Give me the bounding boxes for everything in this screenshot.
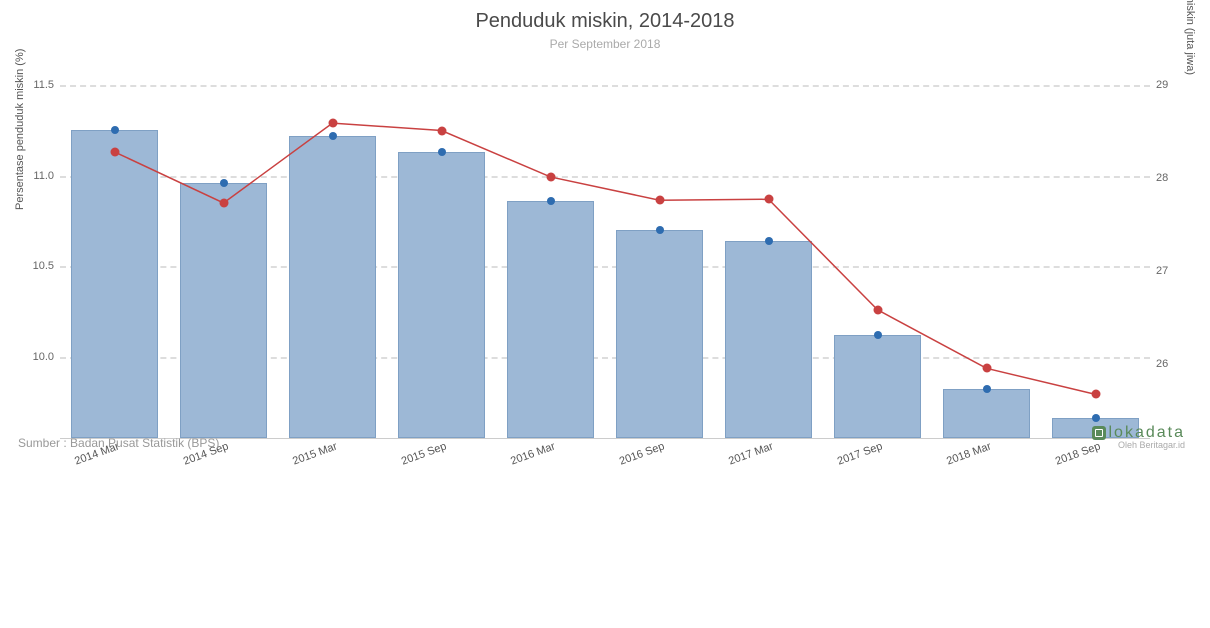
xtick-label: 2018 Mar xyxy=(945,440,993,467)
ytick-left: 11.0 xyxy=(22,170,54,182)
red-dot xyxy=(1091,390,1100,399)
plot-area: 10.010.511.011.5262728292014 Mar2014 Sep… xyxy=(60,85,1150,438)
y-axis-right-label: Jumlah penduduk miskin (juta jiwa) xyxy=(1184,0,1196,75)
red-dot xyxy=(219,198,228,207)
red-dot xyxy=(655,196,664,205)
ytick-right: 28 xyxy=(1156,172,1180,184)
source-text: Sumber : Badan Pusat Statistik (BPS) xyxy=(18,436,219,450)
blue-dot xyxy=(656,226,664,234)
ytick-left: 10.5 xyxy=(22,260,54,272)
xtick-label: 2017 Sep xyxy=(835,440,883,467)
chart-subtitle: Per September 2018 xyxy=(0,37,1210,51)
ytick-right: 29 xyxy=(1156,79,1180,91)
red-dot xyxy=(546,172,555,181)
y-axis-left-label: Persentase penduduk miskin (%) xyxy=(14,49,26,210)
ytick-left: 11.5 xyxy=(22,79,54,91)
blue-dot xyxy=(329,132,337,140)
xtick-label: 2015 Mar xyxy=(291,440,339,467)
blue-dot xyxy=(438,148,446,156)
chart-container: Penduduk miskin, 2014-2018 Per September… xyxy=(0,0,1210,628)
blue-dot xyxy=(983,385,991,393)
blue-dot xyxy=(1092,414,1100,422)
blue-dot xyxy=(111,126,119,134)
xtick-label: 2016 Sep xyxy=(617,440,665,467)
xtick-label: 2015 Sep xyxy=(399,440,447,467)
blue-dot xyxy=(220,179,228,187)
xtick-label: 2017 Mar xyxy=(727,440,775,467)
blue-dot xyxy=(765,237,773,245)
ytick-right: 26 xyxy=(1156,358,1180,370)
red-dot xyxy=(437,126,446,135)
red-dot xyxy=(873,305,882,314)
red-dot xyxy=(328,119,337,128)
blue-dot xyxy=(874,331,882,339)
ytick-left: 10.0 xyxy=(22,351,54,363)
chart-title: Penduduk miskin, 2014-2018 xyxy=(0,0,1210,33)
ytick-right: 27 xyxy=(1156,265,1180,277)
red-dot xyxy=(982,364,991,373)
red-dot xyxy=(764,195,773,204)
red-dot xyxy=(110,147,119,156)
xtick-label: 2016 Mar xyxy=(509,440,557,467)
blue-dot xyxy=(547,197,555,205)
